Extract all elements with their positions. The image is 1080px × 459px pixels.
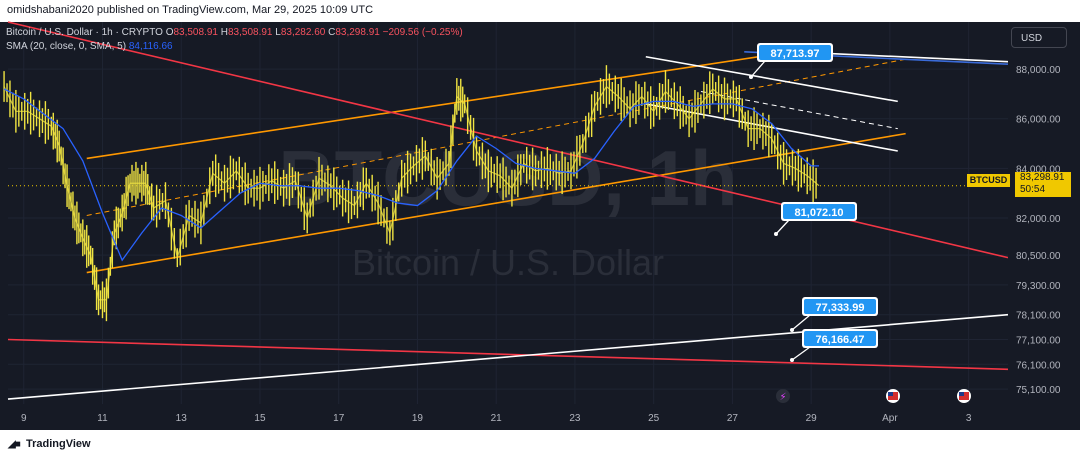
- price-tick: 75,100.00: [1016, 385, 1061, 396]
- price-tick: 77,100.00: [1016, 336, 1061, 347]
- price-tick: 80,500.00: [1016, 251, 1061, 262]
- symbol-line: Bitcoin / U.S. Dollar · 1h · CRYPTO: [6, 27, 163, 38]
- current-price-badge: 83,298.91 50:54: [1015, 172, 1071, 197]
- open-value: 83,508.91: [173, 27, 218, 38]
- time-tick: 19: [412, 413, 424, 424]
- callout-anchor: [790, 358, 794, 362]
- time-tick: 29: [806, 413, 818, 424]
- callout-pointer: [792, 315, 810, 330]
- price-tick: 76,100.00: [1016, 360, 1061, 371]
- callout-label: 76,166.47: [816, 334, 865, 346]
- change-value: −209.56 (−0.25%): [383, 27, 463, 38]
- time-axis[interactable]: 9 11 13 15 17 19 21 23 25 27 29 Apr 3: [0, 404, 1080, 430]
- countdown: 50:54: [1020, 184, 1071, 196]
- trendline-descending-channel-upper[interactable]: [646, 57, 898, 102]
- symbol-badge: BTCUSD: [967, 174, 1010, 187]
- price-tick: 78,100.00: [1016, 311, 1061, 322]
- sma-value: 84,116.66: [129, 41, 173, 52]
- price-tick: 86,000.00: [1016, 115, 1061, 126]
- time-tick: 23: [569, 413, 581, 424]
- footer-bar: ◢■ TradingView: [0, 430, 1080, 459]
- callout-anchor: [749, 75, 753, 79]
- close-value: 83,298.91: [335, 27, 380, 38]
- trendline-white-ascending-line[interactable]: [8, 315, 1008, 399]
- high-label: H: [221, 27, 228, 38]
- callout-anchor: [790, 328, 794, 332]
- sma-legend: SMA (20, close, 0, SMA, 5) 84,116.66: [6, 41, 173, 52]
- time-tick: 21: [491, 413, 503, 424]
- callout-pointer: [776, 220, 789, 234]
- currency-button[interactable]: USD: [1011, 27, 1067, 48]
- price-tick: 88,000.00: [1016, 65, 1061, 76]
- price-tick: 79,300.00: [1016, 281, 1061, 292]
- time-tick: 27: [727, 413, 739, 424]
- flag-canton: [959, 392, 964, 396]
- flag-canton: [888, 392, 893, 396]
- time-axis-bg: [0, 404, 1080, 430]
- time-tick: 9: [21, 413, 27, 424]
- ohlc-legend: Bitcoin / U.S. Dollar · 1h · CRYPTO O83,…: [6, 27, 463, 38]
- current-price: 83,298.91: [1020, 172, 1071, 184]
- tradingview-logo[interactable]: ◢■ TradingView: [8, 438, 91, 450]
- tradingview-logo-icon: ◢■: [8, 439, 26, 450]
- time-tick: 17: [333, 413, 345, 424]
- sma-label: SMA (20, close, 0, SMA, 5): [6, 41, 126, 52]
- callout-pointer: [792, 347, 810, 360]
- time-tick: 15: [254, 413, 266, 424]
- callout-label: 81,072.10: [795, 207, 844, 219]
- callout-anchor: [774, 232, 778, 236]
- high-value: 83,508.91: [228, 27, 273, 38]
- time-tick: 3: [966, 413, 972, 424]
- price-tick: 82,000.00: [1016, 214, 1061, 225]
- time-tick: 11: [97, 413, 108, 424]
- brand-name: TradingView: [26, 438, 91, 450]
- time-tick: Apr: [882, 413, 898, 424]
- watermark-name: Bitcoin / U.S. Dollar: [352, 242, 664, 283]
- low-value: 83,282.60: [281, 27, 326, 38]
- callout-label: 77,333.99: [816, 302, 865, 314]
- bolt-icon: ⚡: [779, 392, 786, 403]
- time-tick: 13: [176, 413, 188, 424]
- time-tick: 25: [648, 413, 660, 424]
- price-axis[interactable]: 88,000.0086,000.0084,000.0082,000.0080,5…: [1008, 22, 1080, 404]
- callout-label: 87,713.97: [771, 48, 820, 60]
